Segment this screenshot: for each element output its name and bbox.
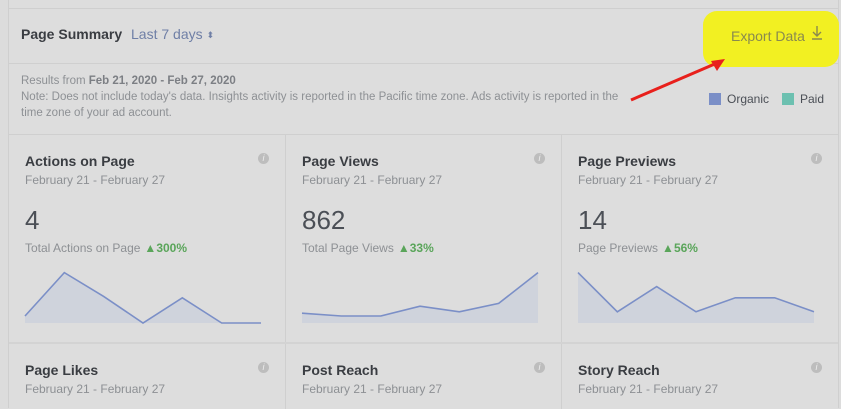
card-value: 862 (302, 205, 346, 235)
metric-card-page-previews[interactable]: Page Previews February 21 - February 27 … (562, 135, 838, 341)
page-title: Page Summary (21, 26, 123, 42)
legend-organic[interactable]: Organic (709, 92, 769, 106)
card-date: February 21 - February 27 (25, 382, 166, 396)
card-date: February 21 - February 27 (578, 173, 719, 187)
metric-card-actions[interactable]: Actions on Page February 21 - February 2… (9, 135, 285, 341)
metric-card-page-likes[interactable]: Page Likes February 21 - February 27 i (9, 344, 285, 409)
card-label: Page Previews ▲56% (578, 241, 698, 255)
card-label-text: Total Page Views (302, 241, 394, 255)
summary-header: Page Summary Last 7 days ⬍ Export Data (9, 8, 839, 67)
sparkline-line (24, 271, 261, 324)
card-label: Total Page Views ▲33% (302, 241, 434, 255)
card-label: Total Actions on Page ▲300% (25, 241, 187, 255)
info-icon[interactable]: i (534, 153, 545, 164)
card-date: February 21 - February 27 (578, 382, 719, 396)
metric-grid: Actions on Page February 21 - February 2… (9, 134, 838, 409)
card-date: February 21 - February 27 (302, 382, 443, 396)
results-prefix: Results from (21, 75, 89, 87)
results-note: Results from Feb 21, 2020 - Feb 27, 2020… (21, 73, 651, 121)
change-value: 300% (156, 241, 188, 255)
date-range-dropdown[interactable]: Last 7 days ⬍ (131, 26, 214, 42)
change-value: 33% (409, 241, 434, 255)
metric-card-page-views[interactable]: Page Views February 21 - February 27 i 8… (286, 135, 561, 341)
card-title: Page Views (302, 153, 379, 169)
card-label-text: Page Previews (578, 241, 659, 255)
info-icon[interactable]: i (258, 153, 269, 164)
grid-divider (561, 135, 562, 409)
export-label: Export Data (731, 28, 805, 44)
legend-organic-label: Organic (727, 92, 770, 106)
sparkline-area (578, 272, 814, 323)
grid-divider (285, 135, 286, 409)
download-icon (811, 25, 823, 44)
metric-card-post-reach[interactable]: Post Reach February 21 - February 27 i (286, 344, 561, 409)
info-icon[interactable]: i (811, 362, 822, 373)
card-title: Page Previews (578, 153, 677, 169)
paid-swatch (782, 93, 794, 105)
card-title: Page Likes (25, 362, 99, 378)
grid-divider (9, 342, 838, 344)
info-icon[interactable]: i (811, 153, 822, 164)
card-value: 14 (578, 205, 607, 235)
metric-card-story-reach[interactable]: Story Reach February 21 - February 27 i (562, 344, 838, 409)
export-data-button[interactable]: Export Data (731, 25, 823, 44)
card-date: February 21 - February 27 (302, 173, 443, 187)
sparkline-chart (577, 272, 815, 323)
sparkline-area (302, 272, 538, 323)
change-badge: ▲56% (662, 241, 698, 255)
sparkline-chart (301, 271, 539, 323)
card-title: Story Reach (578, 362, 660, 378)
legend-paid-label: Paid (800, 92, 825, 106)
sparkline-area (25, 272, 261, 323)
organic-swatch (709, 93, 721, 105)
page-summary-panel: Page Summary Last 7 days ⬍ Export Data Re… (8, 0, 839, 409)
note-line-1: Note: Does not include today's data. Ins… (21, 91, 619, 103)
date-range-label: Last 7 days (131, 26, 203, 42)
card-label-text: Total Actions on Page (25, 241, 141, 255)
results-dates: Feb 21, 2020 - Feb 27, 2020 (88, 75, 236, 87)
info-icon[interactable]: i (258, 362, 269, 373)
change-badge: ▲33% (397, 241, 434, 255)
sparkline-line (577, 272, 815, 313)
card-value: 4 (25, 205, 40, 235)
info-icon[interactable]: i (534, 362, 545, 373)
change-value: 56% (673, 241, 698, 255)
sort-caret-icon: ⬍ (206, 30, 215, 40)
note-line-2: time zone of your ad account. (21, 107, 172, 119)
red-arrow-annotation (630, 59, 725, 102)
sparkline-chart (24, 271, 261, 324)
card-date: February 21 - February 27 (25, 173, 166, 187)
sparkline-line (301, 271, 539, 317)
legend-paid[interactable]: Paid (782, 92, 824, 106)
card-title: Actions on Page (25, 153, 135, 169)
change-badge: ▲300% (144, 241, 188, 255)
card-title: Post Reach (302, 362, 379, 378)
